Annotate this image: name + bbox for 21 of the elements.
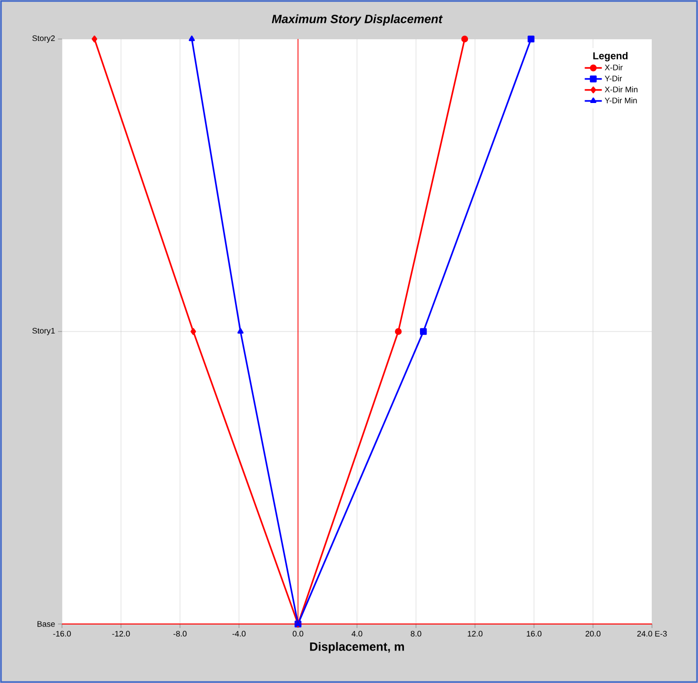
x-tick-label: -16.0 [53, 630, 71, 637]
x-axis-title: Displacement, m [310, 642, 404, 654]
chart-title: Maximum Story Displacement [272, 14, 443, 26]
legend-title: Legend [593, 52, 628, 62]
legend-label: Y-Dir Min [604, 97, 637, 104]
x-tick-label: -4.0 [232, 630, 246, 637]
x-tick-label: 8.0 [410, 630, 422, 637]
x-tick-label: -12.0 [112, 630, 130, 637]
legend-label: X-Dir Min [604, 86, 638, 92]
x-tick-label: 20.0 [586, 630, 600, 637]
y-tick-label: Story2 [32, 35, 55, 43]
legend-label: Y-Dir [604, 75, 622, 82]
legend-label: X-Dir [604, 64, 623, 70]
x-tick-label: 4.0 [352, 630, 362, 637]
x-tick-label: 24.0 E-3 [637, 630, 667, 637]
x-tick-label: 12.0 [468, 630, 482, 637]
y-tick-label: Story1 [32, 328, 55, 336]
x-tick-label: -8.0 [173, 630, 187, 637]
x-tick-label: 16.0 [526, 630, 542, 637]
x-tick-label: 0.0 [292, 630, 304, 637]
y-tick-label: Base [38, 621, 55, 627]
